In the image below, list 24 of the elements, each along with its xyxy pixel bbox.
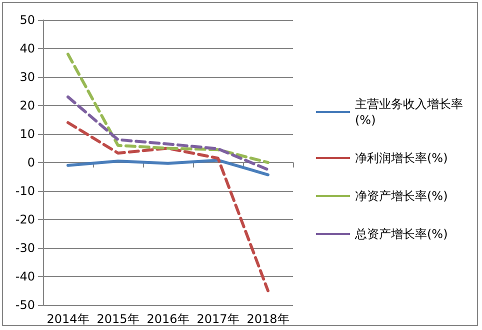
line-series (66, 158, 270, 176)
y-tick-label: 20 (20, 98, 35, 112)
x-tick-label: 2014年 (46, 312, 90, 326)
y-tick-label: 40 (20, 42, 35, 56)
line-series (66, 95, 270, 172)
y-tick-label: -10 (15, 184, 35, 198)
line-series (66, 121, 270, 292)
x-tick-label: 2015年 (96, 312, 140, 326)
y-tick-label: 10 (20, 127, 35, 141)
y-tick-label: -20 (15, 212, 35, 226)
x-tick-label: 2018年 (246, 312, 290, 326)
y-tick-label: -40 (15, 270, 35, 284)
y-tick-label: 0 (27, 156, 35, 170)
legend-label: 总资产增长率(%) (354, 227, 448, 241)
legend-label: 净资产增长率(%) (355, 189, 448, 203)
x-tick-label: 2017年 (196, 312, 240, 326)
legend-label: 净利润增长率(%) (355, 151, 448, 165)
x-tick-label: 2016年 (146, 312, 190, 326)
y-tick-label: 30 (20, 70, 35, 84)
line-series (66, 52, 270, 164)
y-tick-label: 50 (20, 13, 35, 27)
legend-label: 主营业务收入增长率(%) (355, 97, 463, 127)
y-tick-label: -30 (15, 241, 35, 255)
y-tick-label: -50 (15, 298, 35, 312)
